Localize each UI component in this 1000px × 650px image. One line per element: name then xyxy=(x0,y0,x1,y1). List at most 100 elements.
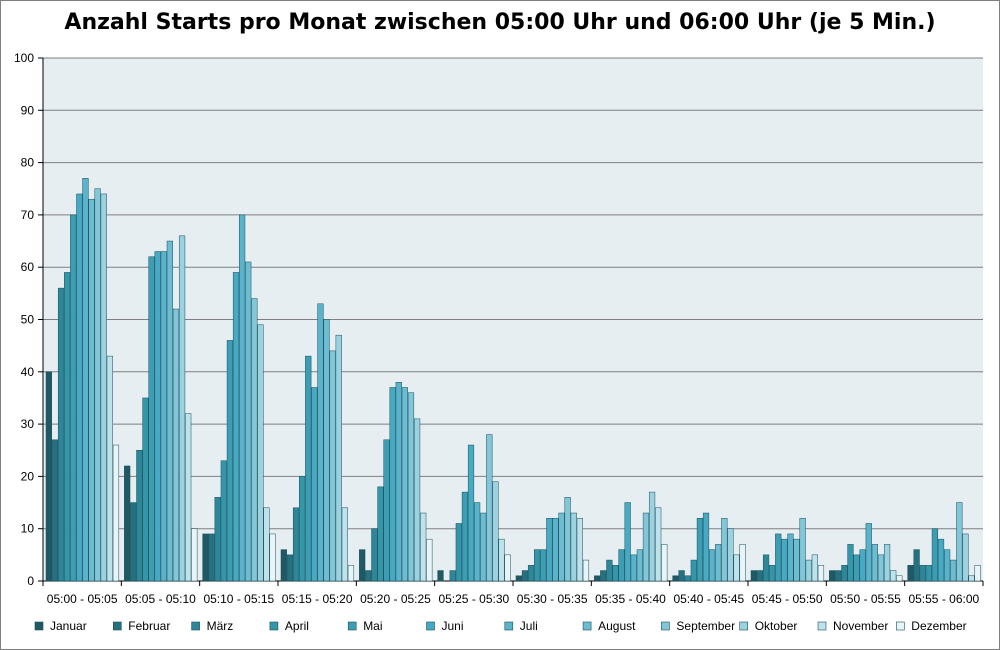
bar-november xyxy=(576,517,583,582)
legend-swatch xyxy=(504,621,514,631)
bar-januar xyxy=(515,575,522,582)
bar-märz xyxy=(527,565,535,582)
bar-märz xyxy=(919,565,926,582)
y-tick-label: 0 xyxy=(27,574,34,588)
y-tick-label: 50 xyxy=(21,313,35,327)
bar-januar xyxy=(124,465,131,582)
bar-februar xyxy=(286,554,294,582)
bar-april xyxy=(612,565,619,582)
bar-januar xyxy=(280,549,287,582)
bar-mai xyxy=(305,355,312,582)
bar-oktober xyxy=(727,528,734,582)
bar-april xyxy=(142,397,149,582)
bar-april xyxy=(455,523,462,582)
bar-februar xyxy=(835,570,842,582)
bar-oktober xyxy=(570,512,577,582)
bar-juni xyxy=(154,251,161,582)
x-tick-label: 05:25 - 05:30 xyxy=(438,592,509,606)
bar-dezember xyxy=(269,533,276,582)
bar-januar xyxy=(907,565,914,582)
bar-januar xyxy=(829,570,836,582)
bar-april xyxy=(377,486,384,582)
bar-mai xyxy=(226,340,234,582)
y-tick-label: 20 xyxy=(21,469,35,483)
legend-label: August xyxy=(598,619,636,633)
legend-label: März xyxy=(207,619,234,633)
y-tick-label: 10 xyxy=(21,522,35,536)
bar-august xyxy=(558,512,565,582)
legend-label: Juni xyxy=(442,619,464,633)
bar-mai xyxy=(461,491,469,582)
bar-september xyxy=(642,512,650,582)
bar-august xyxy=(323,319,330,582)
bar-mai xyxy=(540,549,547,582)
bar-märz xyxy=(762,554,770,582)
bar-mai xyxy=(618,549,625,582)
bar-juni xyxy=(546,517,553,582)
bar-april xyxy=(64,272,71,582)
bar-februar xyxy=(521,570,529,582)
bar-mai xyxy=(383,439,390,582)
bar-juni xyxy=(311,387,318,582)
y-tick-label: 40 xyxy=(21,365,35,379)
bar-november xyxy=(420,512,427,582)
bar-juli xyxy=(552,517,559,582)
bar-januar xyxy=(594,575,601,582)
legend-swatch xyxy=(269,621,279,631)
bar-oktober xyxy=(413,418,421,582)
y-tick-label: 30 xyxy=(21,417,35,431)
bar-januar xyxy=(672,575,679,582)
bar-november xyxy=(655,507,662,582)
y-tick-label: 80 xyxy=(21,156,35,170)
bar-september xyxy=(251,298,258,582)
bar-oktober xyxy=(335,334,342,582)
bar-april xyxy=(534,549,541,582)
y-tick-label: 100 xyxy=(14,51,34,65)
bar-april xyxy=(690,559,697,582)
y-tick-label: 70 xyxy=(21,208,35,222)
x-tick-label: 05:55 - 06:00 xyxy=(908,592,979,606)
legend-label: Januar xyxy=(50,619,87,633)
bar-juli xyxy=(865,523,872,582)
bar-märz xyxy=(606,559,613,582)
legend-label: September xyxy=(676,619,735,633)
bar-november xyxy=(890,570,897,582)
bar-august xyxy=(245,261,252,582)
bar-september xyxy=(721,517,728,582)
bar-märz xyxy=(841,565,848,582)
bar-juli xyxy=(317,303,324,582)
bar-januar xyxy=(202,533,209,582)
bar-februar xyxy=(678,570,685,582)
bar-april xyxy=(925,565,932,582)
bar-april xyxy=(220,460,227,582)
bar-märz xyxy=(684,575,691,582)
bar-august xyxy=(88,198,95,582)
bar-dezember xyxy=(817,565,825,582)
bar-september xyxy=(329,350,336,582)
bar-september xyxy=(799,517,806,582)
x-tick-label: 05:50 - 05:55 xyxy=(830,592,901,606)
bar-august xyxy=(636,549,643,582)
bar-dezember xyxy=(504,554,511,582)
bar-januar xyxy=(359,549,366,582)
bar-november xyxy=(733,554,740,582)
bar-dezember xyxy=(661,544,668,582)
bar-juni xyxy=(937,538,945,582)
bar-oktober xyxy=(805,559,812,582)
bar-mai xyxy=(70,214,77,582)
bar-märz xyxy=(449,570,456,582)
bar-märz xyxy=(371,528,378,582)
x-tick-label: 05:10 - 05:15 xyxy=(203,592,274,606)
legend-swatch xyxy=(426,621,435,631)
bar-august xyxy=(793,538,800,582)
bar-oktober xyxy=(178,235,186,582)
bar-juni xyxy=(859,549,866,582)
bar-august xyxy=(166,240,173,582)
legend-label: Juli xyxy=(520,619,538,633)
bar-august xyxy=(715,544,722,582)
bar-september xyxy=(407,392,415,582)
bar-mai xyxy=(931,528,939,582)
legend-swatch xyxy=(817,621,827,631)
bar-august xyxy=(871,544,878,582)
bar-april xyxy=(299,476,306,582)
